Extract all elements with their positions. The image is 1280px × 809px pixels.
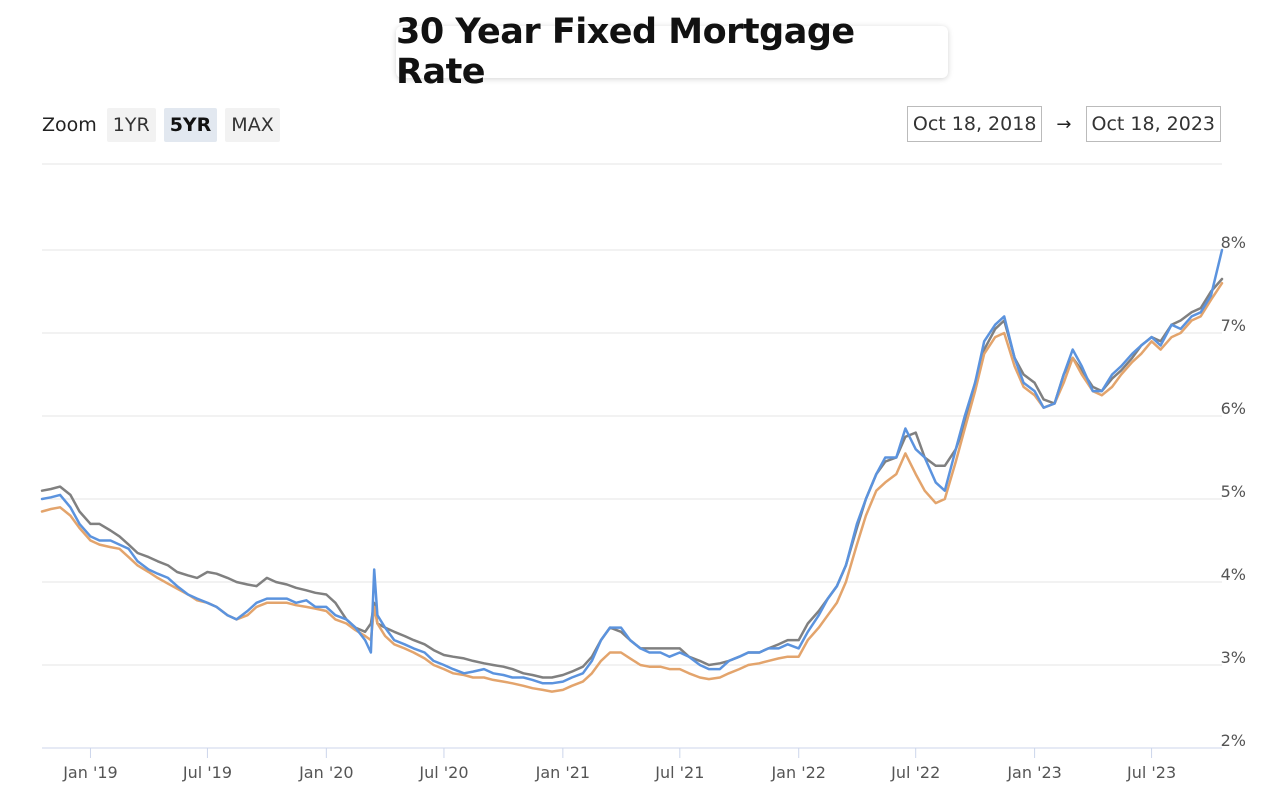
x-tick-label: Jul '23 — [1126, 763, 1176, 782]
zoom-max-button[interactable]: MAX — [225, 108, 280, 142]
range-end-input[interactable]: Oct 18, 2023 — [1085, 106, 1221, 142]
zoom-5yr-button[interactable]: 5YR — [163, 108, 218, 142]
x-tick-label: Jul '21 — [654, 763, 704, 782]
y-tick-label: 4% — [1221, 565, 1246, 584]
series-gray-line — [40, 277, 1224, 679]
x-tick-label: Jan '22 — [770, 763, 826, 782]
x-tick-label: Jan '21 — [535, 763, 591, 782]
date-range-selector: Oct 18, 2018 → Oct 18, 2023 — [906, 106, 1221, 142]
y-tick-label: 5% — [1221, 482, 1246, 501]
zoom-label: Zoom — [42, 114, 97, 136]
x-tick-label: Jan '20 — [298, 763, 354, 782]
y-tick-label: 7% — [1221, 316, 1246, 335]
y-tick-label: 8% — [1221, 233, 1246, 252]
x-tick-label: Jan '23 — [1006, 763, 1062, 782]
series-orange-line — [40, 281, 1224, 693]
zoom-1yr-button[interactable]: 1YR — [106, 108, 156, 142]
range-start-input[interactable]: Oct 18, 2018 — [906, 106, 1043, 142]
y-tick-label: 6% — [1221, 399, 1246, 418]
y-tick-label: 3% — [1221, 648, 1246, 667]
y-tick-label: 2% — [1221, 731, 1246, 750]
x-tick-label: Jan '19 — [62, 763, 118, 782]
x-tick-label: Jul '22 — [890, 763, 940, 782]
x-tick-label: Jul '19 — [182, 763, 232, 782]
x-tick-label: Jul '20 — [418, 763, 468, 782]
zoom-controls: Zoom 1YR 5YR MAX — [42, 106, 280, 144]
range-arrow-icon: → — [1056, 113, 1072, 135]
series-blue-line — [40, 248, 1224, 685]
